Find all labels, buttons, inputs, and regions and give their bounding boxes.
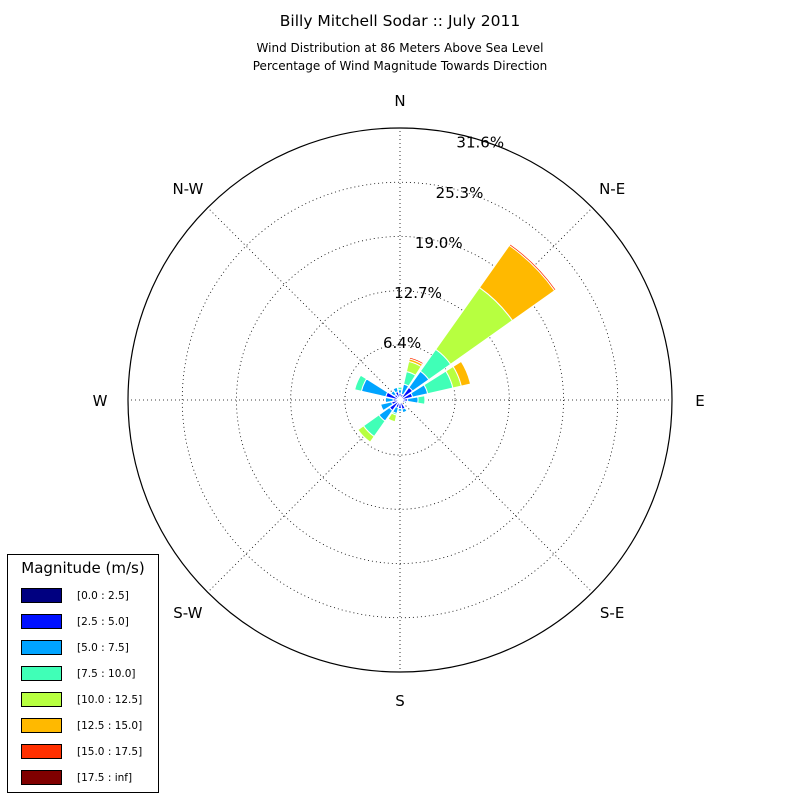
wind-sector-segment <box>390 390 397 397</box>
direction-label-n: N <box>394 92 405 110</box>
polar-grid <box>127 127 673 673</box>
legend-label: [5.0 : 7.5] <box>77 642 129 654</box>
legend-label: [0.0 : 2.5] <box>77 590 129 602</box>
radial-grid-ring <box>290 290 510 510</box>
legend-label: [15.0 : 17.5] <box>77 746 143 758</box>
legend-swatch <box>21 640 62 655</box>
outer-boundary-circle <box>127 127 673 673</box>
legend-label: [7.5 : 10.0] <box>77 668 136 680</box>
radial-grid-ring <box>181 181 619 619</box>
magnitude-legend: Magnitude (m/s) [0.0 : 2.5] [2.5 : 5.0] [5… <box>7 554 159 793</box>
direction-spoke <box>207 399 401 593</box>
wind-sector-segment <box>409 355 425 364</box>
legend-label: [12.5 : 15.0] <box>77 720 143 732</box>
legend-title: Magnitude (m/s) <box>21 559 145 577</box>
wind-sector-segment <box>354 374 368 392</box>
legend-swatch <box>21 588 62 603</box>
radial-tick-label: 19.0% <box>415 234 463 252</box>
legend-label: [17.5 : inf] <box>77 772 133 784</box>
legend-swatch <box>21 718 62 733</box>
wind-sector-segment <box>357 425 375 443</box>
direction-label-s-e: S-E <box>600 604 624 622</box>
legend-swatch <box>21 744 62 759</box>
legend-swatch <box>21 614 62 629</box>
wind-sector-segment <box>452 360 472 387</box>
wind-sector-segment <box>397 407 403 412</box>
legend-swatch <box>21 692 62 707</box>
wind-sector-segment <box>403 400 408 405</box>
wind-sector-segment <box>380 401 394 412</box>
radial-grid-ring <box>236 236 564 564</box>
wind-sector-segment <box>508 243 557 292</box>
polar-labels: 6.4% 12.7% 19.0% 25.3% 31.6% N N-E E S-E S S-W W N-W <box>93 92 705 710</box>
wind-sector-segment <box>384 396 394 404</box>
direction-label-s: S <box>395 692 405 710</box>
direction-spoke <box>207 207 401 401</box>
radial-tick-label: 6.4% <box>383 334 421 352</box>
direction-label-e: E <box>695 392 704 410</box>
radial-tick-label: 25.3% <box>436 184 484 202</box>
wind-sector-segment <box>417 395 426 405</box>
direction-label-s-w: S-W <box>173 604 202 622</box>
chart-title: Billy Mitchell Sodar :: July 2011 <box>279 12 521 30</box>
radial-tick-label: 31.6% <box>456 134 504 152</box>
direction-label-n-e: N-E <box>599 180 625 198</box>
chart-subtitle-line-2: Percentage of Wind Magnitude Towards Dir… <box>252 59 548 73</box>
wind-sector-segment <box>387 412 398 423</box>
radial-tick-label: 12.7% <box>394 284 442 302</box>
direction-label-n-w: N-W <box>172 180 203 198</box>
legend-swatch <box>21 666 62 681</box>
legend-label: [2.5 : 5.0] <box>77 616 129 628</box>
direction-label-w: W <box>93 392 108 410</box>
wind-sectors <box>354 243 557 443</box>
wind-sector-segment <box>392 386 399 394</box>
direction-spoke <box>399 399 593 593</box>
radial-grid-ring <box>344 344 456 456</box>
legend-label: [10.0 : 12.5] <box>77 694 143 706</box>
wind-sector-segment <box>401 407 408 414</box>
chart-subtitle-line-1: Wind Distribution at 86 Meters Above Sea… <box>256 41 544 55</box>
wind-sector-segment <box>397 386 403 391</box>
legend-swatch <box>21 770 62 785</box>
